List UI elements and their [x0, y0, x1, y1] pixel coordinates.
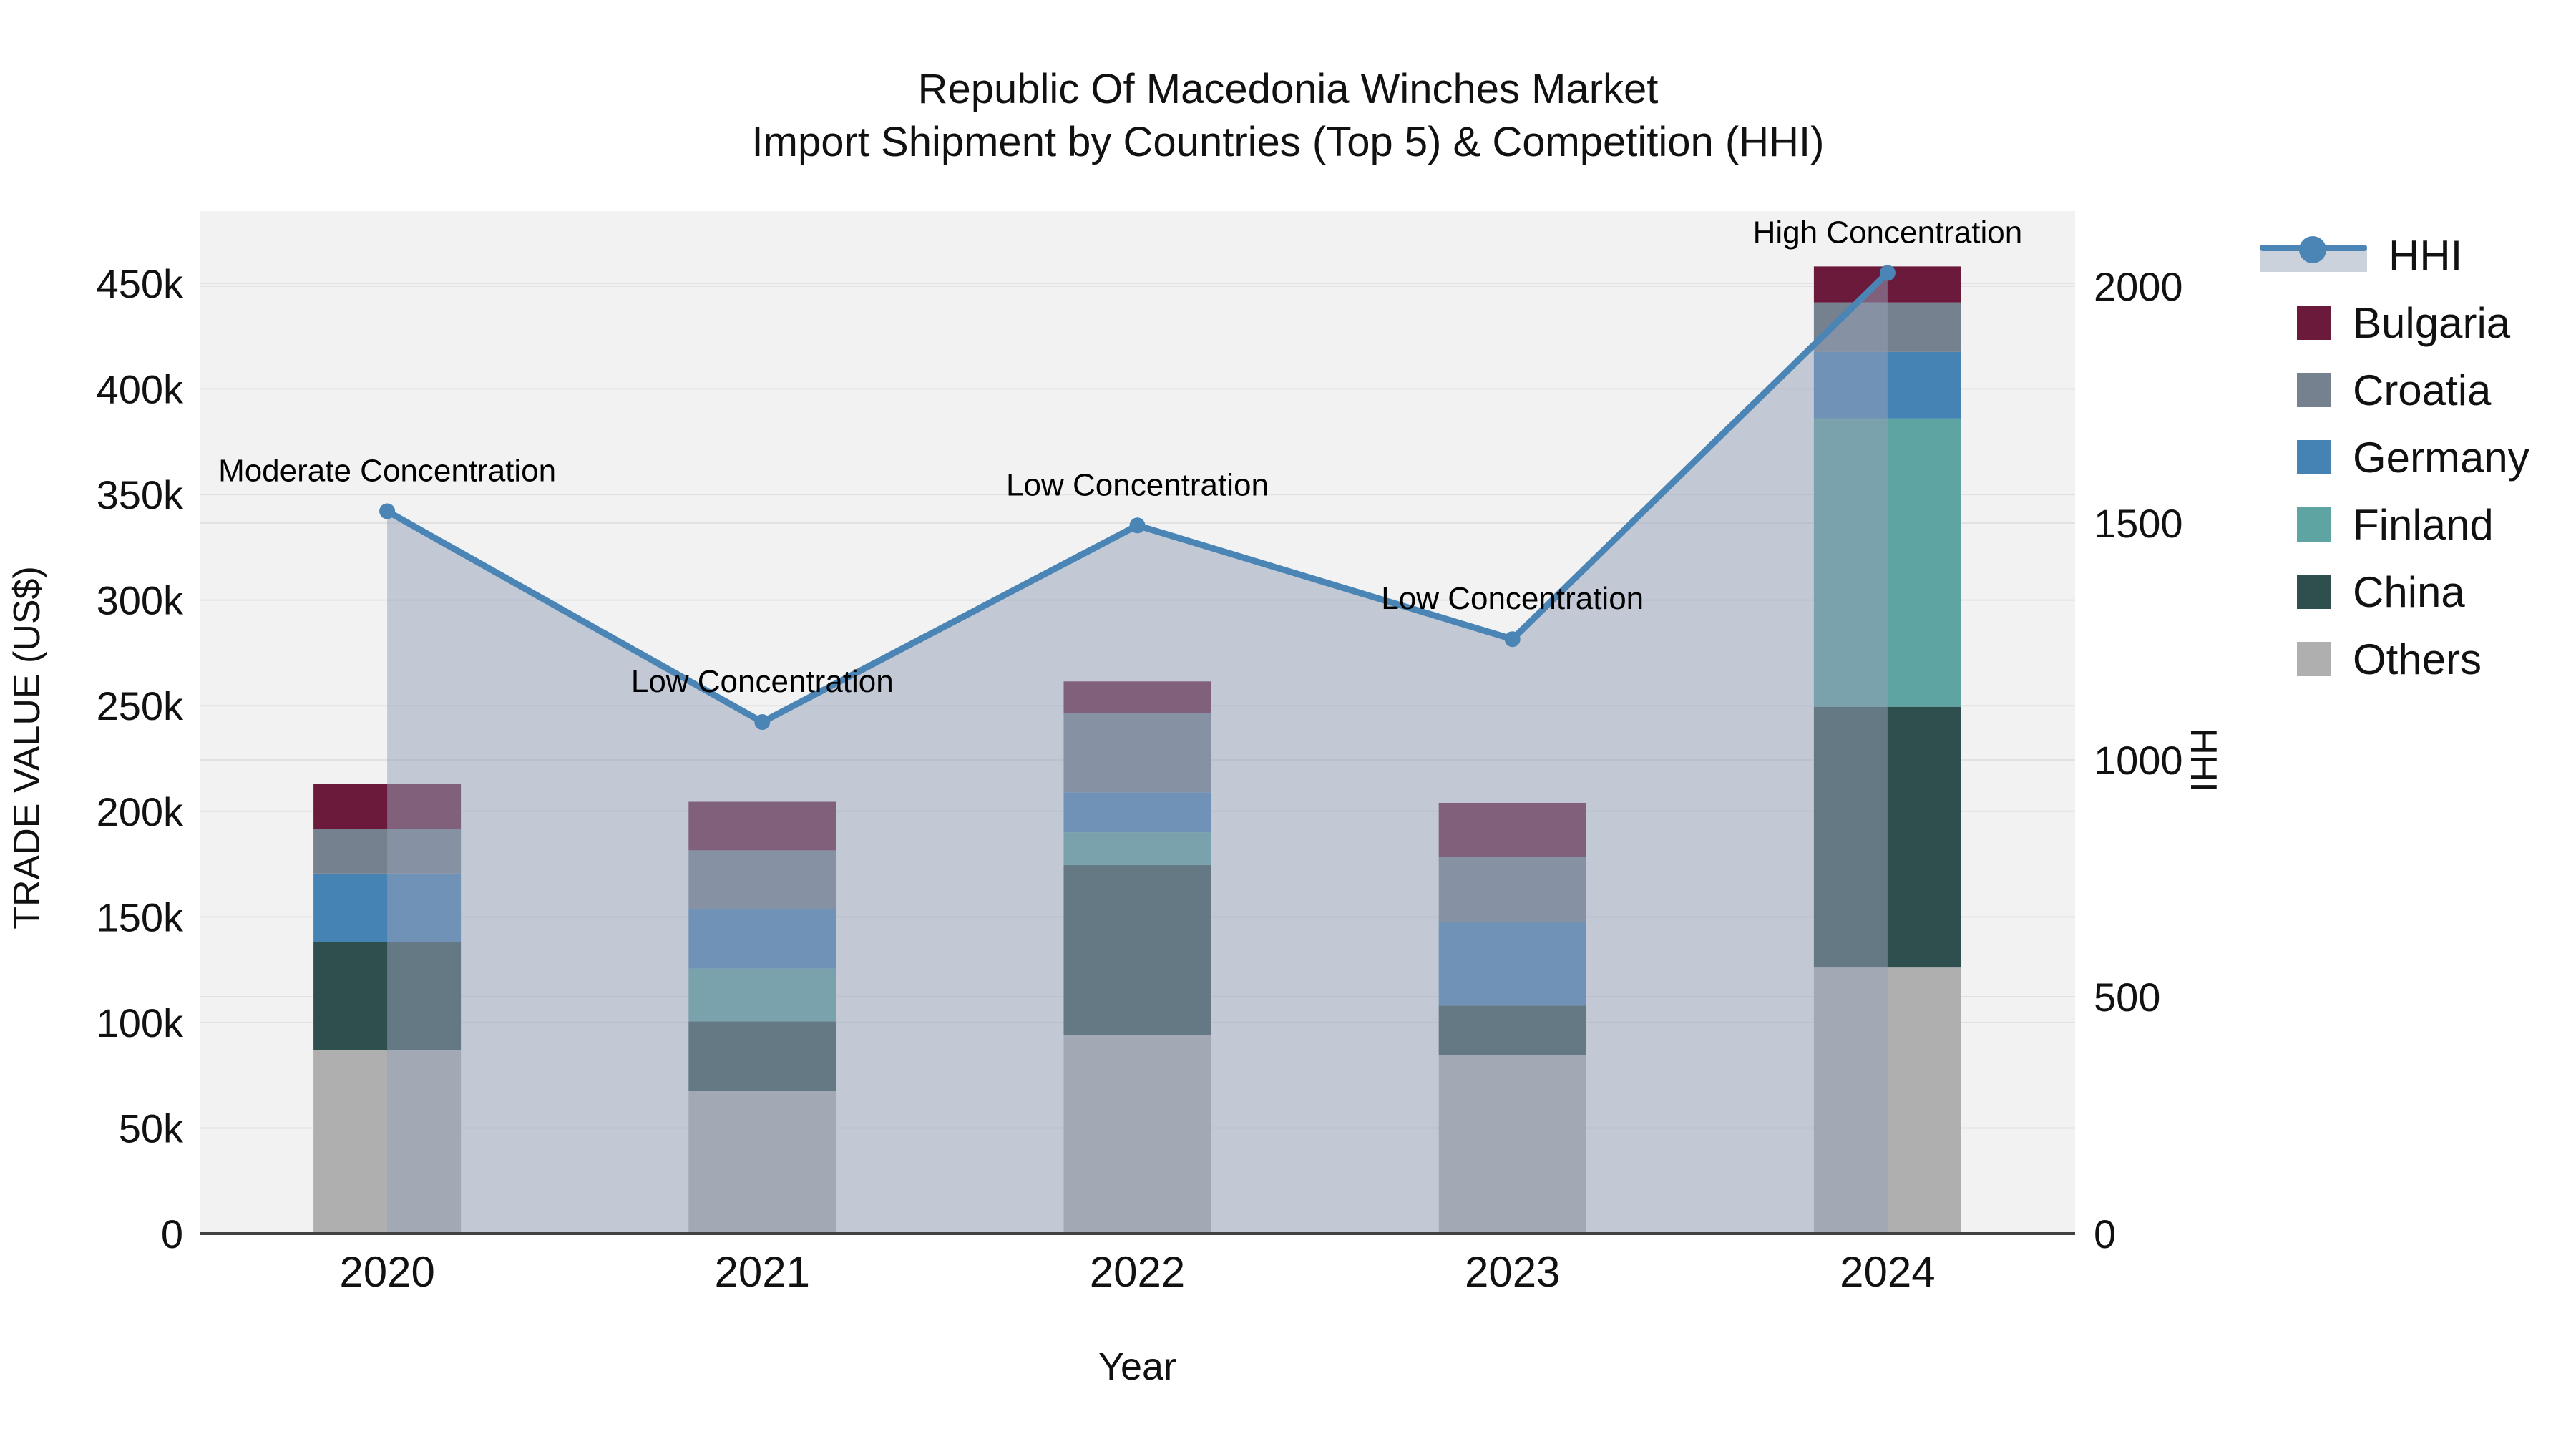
- annotation-2024: High Concentration: [1753, 215, 2023, 250]
- legend-item-china[interactable]: China: [2260, 567, 2529, 617]
- legend-label: Finland: [2353, 500, 2494, 549]
- legend-item-finland[interactable]: Finland: [2260, 499, 2529, 550]
- legend-label: Germany: [2353, 433, 2529, 482]
- croatia-swatch-icon: [2297, 373, 2331, 407]
- legend-item-bulgaria[interactable]: Bulgaria: [2260, 298, 2529, 348]
- left-axis-title: TRADE VALUE (US$): [6, 566, 48, 930]
- hhi-area: [387, 273, 1888, 1234]
- left-tick-label: 150k: [97, 894, 184, 940]
- others-swatch-icon: [2297, 642, 2331, 676]
- left-tick-label: 450k: [97, 261, 184, 306]
- legend: HHI Bulgaria Croatia Germany Finland China Oth…: [2260, 230, 2529, 684]
- right-tick-label: 1000: [2094, 738, 2183, 783]
- hhi-marker-2023: [1504, 631, 1521, 648]
- left-tick-label: 100k: [97, 1000, 184, 1045]
- legend-label: China: [2353, 567, 2465, 616]
- right-tick-label: 1500: [2094, 501, 2183, 546]
- right-tick-label: 0: [2094, 1211, 2116, 1257]
- x-tick-label: 2021: [715, 1248, 810, 1296]
- right-axis-title: HHI: [2182, 728, 2224, 792]
- annotation-2021: Low Concentration: [631, 664, 894, 699]
- germany-swatch-icon: [2297, 440, 2331, 474]
- annotation-2020: Moderate Concentration: [218, 453, 556, 488]
- hhi-marker-2021: [754, 714, 771, 731]
- legend-item-others[interactable]: Others: [2260, 634, 2529, 684]
- x-tick-label: 2022: [1090, 1248, 1185, 1296]
- left-tick-label: 300k: [97, 578, 184, 623]
- right-tick-label: 500: [2094, 975, 2160, 1020]
- left-tick-label: 50k: [119, 1106, 184, 1151]
- chart-title: Republic Of Macedonia Winches Market Imp…: [0, 63, 2576, 169]
- annotation-2023: Low Concentration: [1381, 581, 1644, 616]
- hhi-marker-2022: [1129, 517, 1146, 534]
- left-tick-label: 0: [161, 1211, 183, 1257]
- x-tick-label: 2023: [1465, 1248, 1560, 1296]
- chart-title-line2: Import Shipment by Countries (Top 5) & C…: [751, 119, 1825, 165]
- x-axis-title: Year: [1098, 1345, 1176, 1388]
- hhi-marker-2020: [379, 503, 396, 519]
- china-swatch-icon: [2297, 575, 2331, 609]
- hhi-marker-2024: [1879, 265, 1896, 281]
- left-tick-label: 400k: [97, 367, 184, 412]
- hhi-line-legend-icon: [2260, 236, 2367, 275]
- legend-label: Croatia: [2353, 366, 2492, 414]
- annotation-2022: Low Concentration: [1006, 467, 1269, 502]
- left-tick-label: 350k: [97, 472, 184, 517]
- legend-label: Bulgaria: [2353, 298, 2511, 347]
- legend-label: HHI: [2389, 231, 2463, 280]
- legend-item-croatia[interactable]: Croatia: [2260, 365, 2529, 415]
- legend-item-germany[interactable]: Germany: [2260, 432, 2529, 482]
- hhi-marker-sample: [2299, 236, 2326, 263]
- legend-item-hhi[interactable]: HHI: [2260, 230, 2529, 280]
- x-tick-label: 2024: [1840, 1248, 1935, 1296]
- bulgaria-swatch-icon: [2297, 306, 2331, 340]
- left-tick-label: 200k: [97, 789, 184, 834]
- chart-title-line1: Republic Of Macedonia Winches Market: [917, 66, 1659, 112]
- left-tick-label: 250k: [97, 683, 184, 728]
- finland-swatch-icon: [2297, 507, 2331, 542]
- legend-label: Others: [2353, 635, 2482, 683]
- x-tick-label: 2020: [339, 1248, 434, 1296]
- right-tick-label: 2000: [2094, 264, 2183, 309]
